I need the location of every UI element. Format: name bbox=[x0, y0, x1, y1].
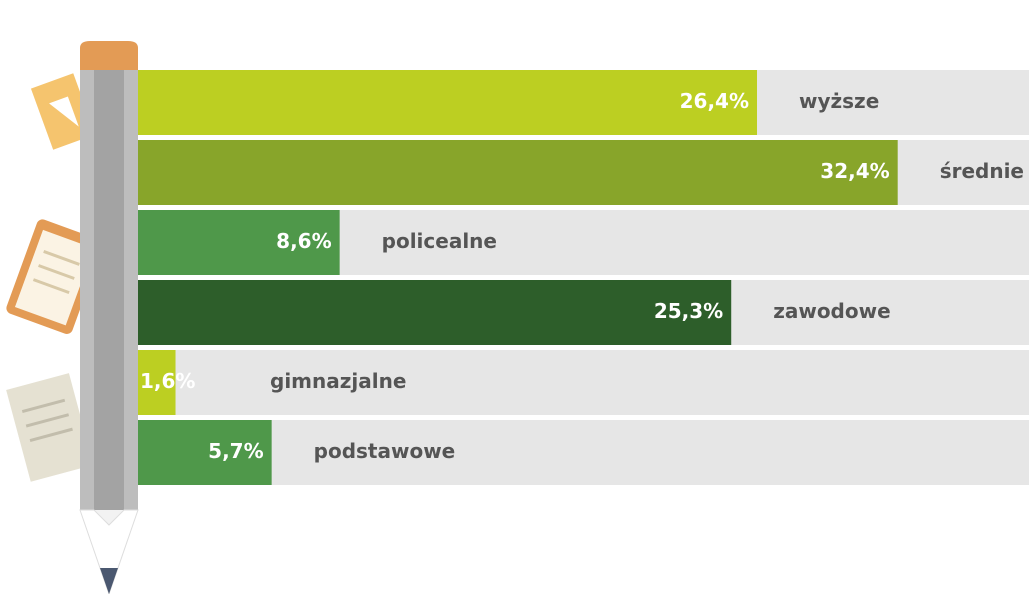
category-label: policealne bbox=[382, 229, 497, 253]
bar bbox=[138, 350, 176, 415]
category-label: zawodowe bbox=[773, 299, 890, 323]
value-label: 25,3% bbox=[654, 299, 723, 323]
value-label: 8,6% bbox=[276, 229, 331, 253]
bar-background bbox=[138, 350, 1029, 415]
bar bbox=[138, 280, 732, 345]
bar-background bbox=[138, 420, 1029, 485]
value-label: 1,6% bbox=[140, 369, 195, 393]
bar bbox=[138, 420, 272, 485]
pencil bbox=[79, 41, 139, 594]
category-label: wyższe bbox=[799, 89, 879, 113]
category-label: średnie bbox=[940, 159, 1024, 183]
value-label: 5,7% bbox=[208, 439, 263, 463]
bars: 26,4% wyższe 32,4% średnie 8,6% policealne 25,… bbox=[138, 70, 1029, 485]
bar bbox=[138, 70, 758, 135]
category-label: podstawowe bbox=[314, 439, 456, 463]
category-label: gimnazjalne bbox=[270, 369, 406, 393]
value-label: 26,4% bbox=[680, 89, 749, 113]
bar bbox=[138, 210, 340, 275]
bar bbox=[138, 140, 898, 205]
value-label: 32,4% bbox=[820, 159, 889, 183]
decoration bbox=[6, 73, 103, 482]
